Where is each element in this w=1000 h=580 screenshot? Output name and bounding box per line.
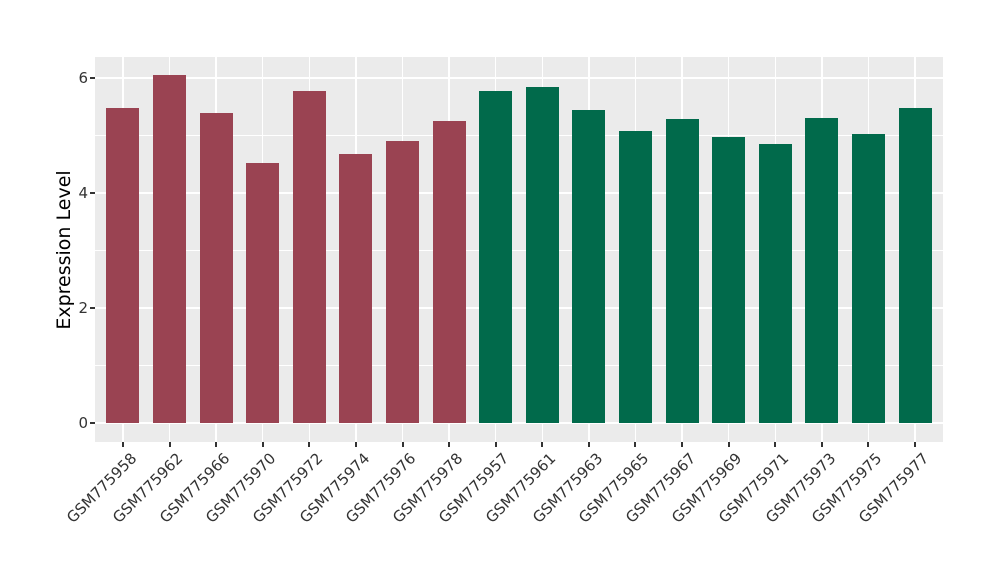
x-tick-mark xyxy=(727,442,730,447)
major-gridline xyxy=(95,77,943,79)
bar-GSM775978 xyxy=(432,121,466,423)
x-tick-mark xyxy=(448,442,451,447)
bar-GSM775972 xyxy=(292,90,326,423)
y-tick-label: 4 xyxy=(78,184,88,202)
bar-GSM775977 xyxy=(898,108,932,423)
x-tick-mark xyxy=(681,442,684,447)
y-tick-label: 0 xyxy=(78,414,88,432)
bar-GSM775961 xyxy=(525,86,559,423)
bar-GSM775975 xyxy=(851,134,885,423)
x-tick-mark xyxy=(354,442,357,447)
minor-gridline xyxy=(95,365,943,366)
x-tick-mark xyxy=(494,442,497,447)
x-tick-mark xyxy=(261,442,264,447)
bar-GSM775957 xyxy=(479,90,513,423)
minor-gridline xyxy=(95,135,943,136)
major-gridline xyxy=(95,307,943,309)
y-tick-label: 6 xyxy=(78,69,88,87)
bar-GSM775970 xyxy=(246,163,280,423)
major-gridline xyxy=(95,192,943,194)
x-tick-mark xyxy=(634,442,637,447)
bar-GSM775974 xyxy=(339,153,373,423)
major-gridline xyxy=(95,422,943,424)
x-tick-mark xyxy=(867,442,870,447)
bar-GSM775962 xyxy=(153,74,187,423)
bar-GSM775969 xyxy=(712,137,746,423)
x-tick-mark xyxy=(541,442,544,447)
x-tick-mark xyxy=(820,442,823,447)
bar-GSM775971 xyxy=(758,143,792,423)
bar-GSM775976 xyxy=(386,140,420,423)
x-tick-mark xyxy=(774,442,777,447)
bar-GSM775973 xyxy=(805,118,839,423)
x-tick-mark xyxy=(215,442,218,447)
x-tick-mark xyxy=(121,442,124,447)
y-tick-label: 2 xyxy=(78,299,88,317)
x-tick-mark xyxy=(914,442,917,447)
bar-GSM775966 xyxy=(199,113,233,423)
minor-gridline xyxy=(95,250,943,251)
bar-GSM775958 xyxy=(106,108,140,423)
x-tick-mark xyxy=(587,442,590,447)
plot-panel xyxy=(95,57,943,442)
y-tick-mark xyxy=(90,422,95,424)
x-tick-mark xyxy=(308,442,311,447)
bar-GSM775965 xyxy=(618,130,652,423)
x-tick-mark xyxy=(168,442,171,447)
y-tick-mark xyxy=(90,307,95,309)
y-tick-mark xyxy=(90,77,95,79)
bar-GSM775963 xyxy=(572,110,606,423)
y-tick-mark xyxy=(90,192,95,194)
x-tick-mark xyxy=(401,442,404,447)
bar-GSM775967 xyxy=(665,118,699,423)
